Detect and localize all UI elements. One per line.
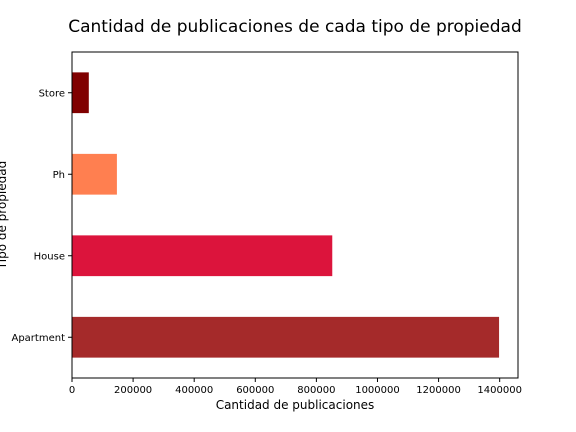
bar-ph <box>72 153 117 195</box>
x-tick-label: 1200000 <box>416 385 461 396</box>
y-tick-label-house: House <box>34 251 65 262</box>
x-tick-label: 1000000 <box>355 385 400 396</box>
bar-apartment <box>72 316 500 358</box>
x-tick-label: 400000 <box>175 385 213 396</box>
plot-frame <box>71 51 519 379</box>
y-tick-label-apartment: Apartment <box>11 333 65 344</box>
x-tick-label: 0 <box>69 385 75 396</box>
y-axis-label: Tipo de propiedad <box>0 161 9 270</box>
plot-area: Apartment House Ph Store 0 200000 400000 600000… <box>11 51 522 396</box>
bar-store <box>72 72 89 114</box>
x-tick-label: 200000 <box>114 385 152 396</box>
x-axis-label: Cantidad de publicaciones <box>216 398 375 412</box>
x-tick-label: 600000 <box>236 385 274 396</box>
y-tick-label-store: Store <box>39 88 65 99</box>
x-tick-label: 800000 <box>297 385 335 396</box>
chart-title: Cantidad de publicaciones de cada tipo d… <box>68 17 522 37</box>
y-tick-label-ph: Ph <box>53 170 65 181</box>
x-tick-label: 1400000 <box>477 385 522 396</box>
bar-house <box>72 235 333 277</box>
